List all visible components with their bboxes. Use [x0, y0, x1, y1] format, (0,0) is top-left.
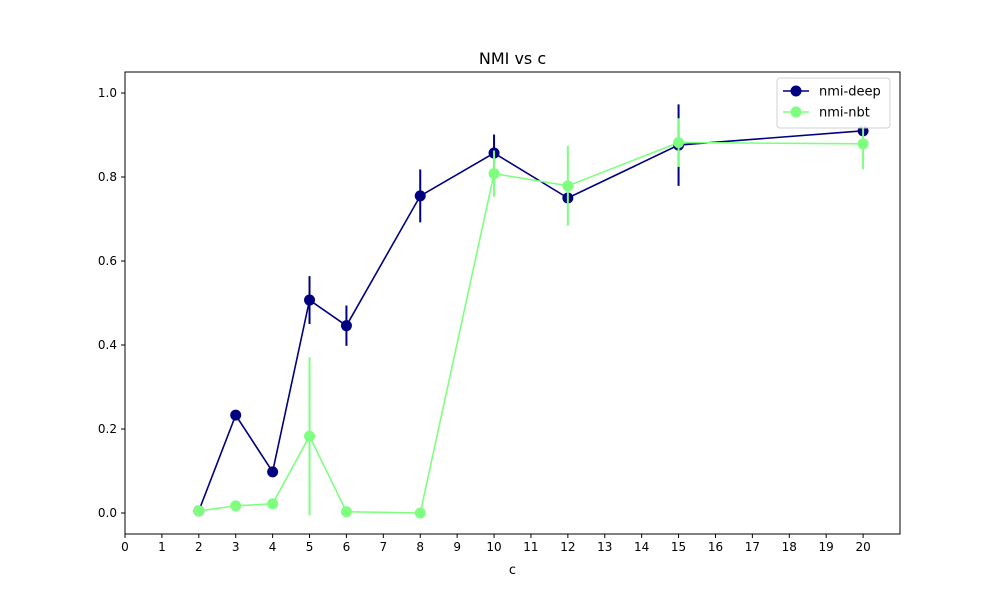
x-tick-label: 15: [671, 540, 686, 554]
y-tick-label: 0.6: [98, 254, 117, 268]
x-tick-label: 5: [306, 540, 314, 554]
data-point: [857, 138, 869, 150]
x-tick-label: 9: [453, 540, 461, 554]
x-tick-label: 2: [195, 540, 203, 554]
data-point: [193, 505, 205, 517]
y-tick-label: 0.2: [98, 422, 117, 436]
legend-label: nmi-deep: [819, 85, 881, 100]
y-tick-label: 1.0: [98, 86, 117, 100]
y-tick-label: 0.8: [98, 170, 117, 184]
x-tick-label: 4: [269, 540, 277, 554]
x-tick-label: 6: [343, 540, 351, 554]
x-tick-label: 18: [782, 540, 797, 554]
data-point: [340, 320, 352, 332]
data-point: [414, 190, 426, 202]
chart-title: NMI vs c: [479, 49, 546, 68]
x-axis: 0 1 2 3 4 5 6 7 8 9 10 11 12 13 14 15 16 17 18 19 20: [121, 534, 871, 554]
plot-frame: [124, 71, 901, 535]
y-tick-label: 0.0: [98, 506, 117, 520]
y-tick-label: 0.4: [98, 338, 117, 352]
y-axis: 0.0 0.2 0.4 0.6 0.8 1.0: [98, 86, 125, 520]
plot-area: [193, 104, 869, 519]
legend-item: nmi-deep: [783, 85, 881, 100]
x-tick-label: 1: [158, 540, 166, 554]
legend-marker: [790, 106, 802, 118]
x-tick-label: 11: [523, 540, 538, 554]
x-tick-label: 14: [634, 540, 649, 554]
x-tick-label: 13: [597, 540, 612, 554]
data-point: [562, 180, 574, 192]
x-tick-label: 10: [486, 540, 501, 554]
x-tick-label: 19: [819, 540, 834, 554]
x-tick-label: 17: [745, 540, 760, 554]
legend-marker: [790, 85, 802, 97]
x-tick-label: 0: [121, 540, 129, 554]
data-point: [230, 409, 242, 421]
series-line: [198, 130, 864, 512]
data-point: [304, 294, 316, 306]
x-tick-label: 8: [416, 540, 424, 554]
legend: nmi-deep nmi-nbt: [776, 77, 891, 129]
data-point: [267, 498, 279, 510]
data-point: [673, 137, 685, 149]
data-point: [414, 507, 426, 519]
data-point: [488, 168, 500, 180]
x-tick-label: 12: [560, 540, 575, 554]
series-line: [198, 141, 864, 514]
legend-item: nmi-nbt: [783, 106, 870, 121]
x-tick-label: 20: [855, 540, 870, 554]
data-point: [340, 506, 352, 518]
legend-label: nmi-nbt: [819, 106, 870, 121]
x-tick-label: 3: [232, 540, 240, 554]
x-tick-label: 7: [380, 540, 388, 554]
data-point: [230, 500, 242, 512]
x-tick-label: 16: [708, 540, 723, 554]
data-point: [267, 466, 279, 478]
x-axis-title: c: [509, 563, 516, 578]
data-point: [304, 430, 316, 442]
